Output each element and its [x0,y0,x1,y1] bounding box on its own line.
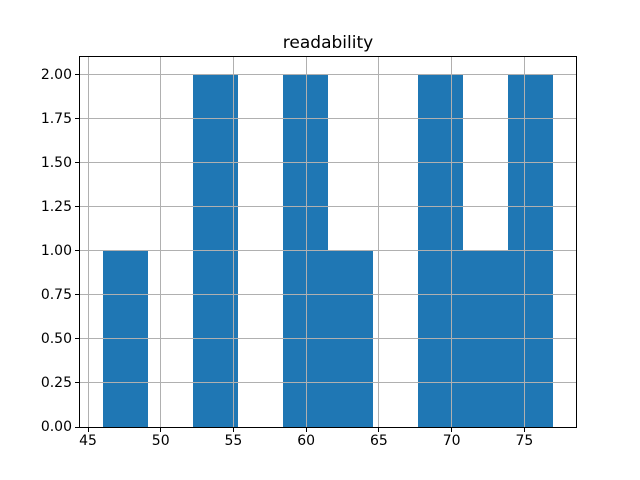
y-tick-mark [75,426,79,428]
x-tick-mark [523,428,525,432]
horizontal-gridline [80,206,576,208]
horizontal-gridline [80,294,576,296]
y-tick-label: 0.75 [40,286,72,303]
y-tick-label: 0.50 [40,330,72,347]
grid-layer [80,57,576,427]
y-tick-mark [75,338,79,340]
x-tick-label: 55 [224,433,243,449]
vertical-gridline [523,57,525,427]
x-tick-label: 50 [151,433,170,449]
y-tick-label: 1.00 [40,242,72,259]
y-tick-mark [75,250,79,252]
y-tick-mark [75,206,79,208]
horizontal-gridline [80,74,576,76]
x-tick-mark [451,428,453,432]
x-tick-mark [305,428,307,432]
horizontal-gridline [80,250,576,252]
plot-area [79,56,577,428]
x-tick-mark [160,428,162,432]
y-tick-mark [75,382,79,384]
chart-title: readability [282,33,374,53]
vertical-gridline [451,57,453,427]
y-tick-mark [75,118,79,120]
x-tick-label: 70 [442,433,461,449]
x-tick-label: 60 [297,433,316,449]
x-tick-label: 45 [79,433,97,449]
x-tick-mark [378,428,380,432]
x-tick-mark [87,428,89,432]
vertical-gridline [378,57,380,427]
y-tick-mark [75,294,79,296]
y-tick-label: 0.00 [40,419,72,435]
x-tick-label: 75 [515,433,534,449]
vertical-gridline [232,57,234,427]
y-tick-label: 1.75 [40,110,72,127]
y-tick-label: 2.00 [40,66,72,83]
x-tick-label: 65 [369,433,388,449]
y-tick-mark [75,74,79,76]
vertical-gridline [87,57,89,427]
horizontal-gridline [80,338,576,340]
horizontal-gridline [80,118,576,120]
horizontal-gridline [80,382,576,384]
x-tick-mark [232,428,234,432]
horizontal-gridline [80,162,576,164]
y-tick-label: 0.25 [40,374,72,391]
vertical-gridline [305,57,307,427]
vertical-gridline [160,57,162,427]
y-tick-label: 1.25 [40,198,72,215]
y-tick-label: 1.50 [40,154,72,171]
y-tick-mark [75,162,79,164]
